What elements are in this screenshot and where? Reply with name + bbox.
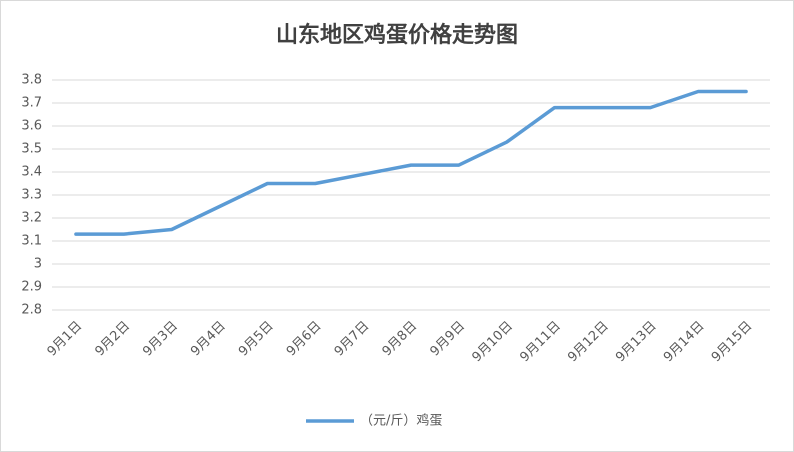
y-tick-label: 3.4	[21, 165, 42, 180]
y-tick-label: 3.6	[21, 119, 42, 134]
y-tick-label: 3.1	[21, 234, 42, 249]
y-tick-label: 2.9	[21, 280, 42, 295]
y-tick-label: 3.2	[21, 211, 42, 226]
y-tick-label: 2.8	[21, 303, 42, 318]
y-tick-label: 3.5	[21, 142, 42, 157]
series-line	[74, 89, 748, 236]
chart-title: 山东地区鸡蛋价格走势图	[276, 22, 518, 48]
legend-label: （元/斤）鸡蛋	[360, 413, 442, 429]
y-tick-label: 3.7	[21, 96, 42, 111]
y-tick-label: 3	[34, 257, 42, 272]
y-tick-label: 3.8	[21, 73, 42, 88]
y-tick-label: 3.3	[21, 188, 42, 203]
